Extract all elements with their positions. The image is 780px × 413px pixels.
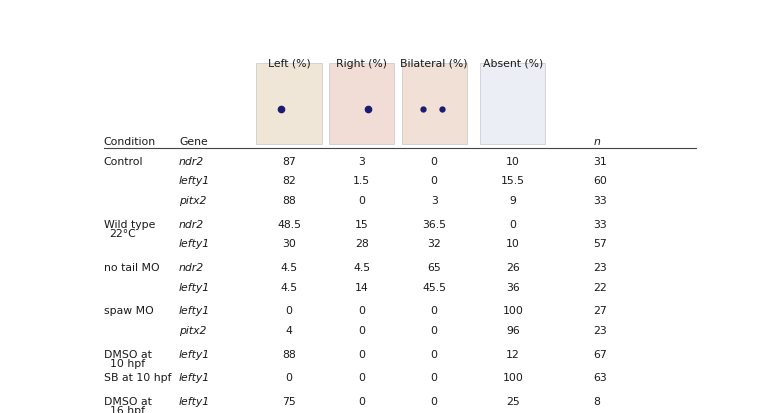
Text: 87: 87 — [282, 156, 296, 166]
Text: 33: 33 — [594, 219, 607, 229]
Text: pitx2: pitx2 — [179, 325, 207, 335]
Text: SB at 10 hpf: SB at 10 hpf — [104, 373, 171, 382]
Text: 4: 4 — [285, 325, 292, 335]
Text: 28: 28 — [355, 239, 368, 249]
Text: 22°C: 22°C — [109, 229, 136, 239]
Text: 0: 0 — [431, 396, 438, 406]
Text: 30: 30 — [282, 239, 296, 249]
Text: lefty1: lefty1 — [179, 282, 211, 292]
Text: 3: 3 — [431, 196, 438, 206]
Text: DMSO at: DMSO at — [104, 349, 151, 359]
Text: lefty1: lefty1 — [179, 306, 211, 316]
Text: 36.5: 36.5 — [422, 219, 446, 229]
Text: ndr2: ndr2 — [179, 156, 204, 166]
Text: 10: 10 — [506, 239, 519, 249]
Text: 0: 0 — [509, 219, 516, 229]
Text: 0: 0 — [431, 306, 438, 316]
Text: 27: 27 — [594, 306, 607, 316]
Text: 100: 100 — [502, 373, 523, 382]
Text: 33: 33 — [594, 196, 607, 206]
Text: Left (%): Left (%) — [268, 59, 310, 69]
Text: 57: 57 — [594, 239, 607, 249]
Text: 0: 0 — [431, 176, 438, 186]
Text: Control: Control — [104, 156, 143, 166]
Text: 63: 63 — [594, 373, 607, 382]
Text: 0: 0 — [285, 306, 292, 316]
Text: 0: 0 — [431, 156, 438, 166]
Text: 88: 88 — [282, 196, 296, 206]
Text: 0: 0 — [431, 349, 438, 359]
Text: 0: 0 — [358, 196, 365, 206]
Text: 4.5: 4.5 — [353, 262, 370, 273]
Text: 0: 0 — [358, 396, 365, 406]
Text: ndr2: ndr2 — [179, 219, 204, 229]
Text: 26: 26 — [506, 262, 519, 273]
Text: 0: 0 — [358, 349, 365, 359]
Text: 0: 0 — [358, 373, 365, 382]
Text: Wild type: Wild type — [104, 219, 155, 229]
Text: 0: 0 — [431, 373, 438, 382]
Text: 65: 65 — [427, 262, 441, 273]
Bar — [329, 64, 395, 145]
Text: lefty1: lefty1 — [179, 176, 211, 186]
Text: 0: 0 — [358, 325, 365, 335]
Text: 96: 96 — [506, 325, 519, 335]
Text: 10: 10 — [506, 156, 519, 166]
Bar — [257, 64, 322, 145]
Text: 60: 60 — [594, 176, 607, 186]
Text: 9: 9 — [509, 196, 516, 206]
Text: 8: 8 — [594, 396, 600, 406]
Text: 12: 12 — [506, 349, 519, 359]
Text: lefty1: lefty1 — [179, 373, 211, 382]
Text: 1.5: 1.5 — [353, 176, 370, 186]
Text: 25: 25 — [506, 396, 519, 406]
Text: 32: 32 — [427, 239, 441, 249]
Text: 48.5: 48.5 — [277, 219, 301, 229]
Text: 3: 3 — [358, 156, 365, 166]
Text: 67: 67 — [594, 349, 607, 359]
Text: pitx2: pitx2 — [179, 196, 207, 206]
Text: 0: 0 — [431, 325, 438, 335]
Text: 16 hpf: 16 hpf — [109, 406, 144, 413]
Text: lefty1: lefty1 — [179, 239, 211, 249]
Text: 0: 0 — [358, 306, 365, 316]
Text: Gene: Gene — [179, 137, 207, 147]
Text: lefty1: lefty1 — [179, 349, 211, 359]
Text: 100: 100 — [502, 306, 523, 316]
Text: 88: 88 — [282, 349, 296, 359]
Bar — [402, 64, 467, 145]
Text: no tail MO: no tail MO — [104, 262, 159, 273]
Text: 0: 0 — [285, 373, 292, 382]
Text: 4.5: 4.5 — [281, 262, 298, 273]
Text: Absent (%): Absent (%) — [483, 59, 543, 69]
Text: DMSO at: DMSO at — [104, 396, 151, 406]
Text: lefty1: lefty1 — [179, 396, 211, 406]
Text: 4.5: 4.5 — [281, 282, 298, 292]
Text: 31: 31 — [594, 156, 607, 166]
Text: 23: 23 — [594, 262, 607, 273]
Text: 36: 36 — [506, 282, 519, 292]
Text: 75: 75 — [282, 396, 296, 406]
Text: ndr2: ndr2 — [179, 262, 204, 273]
Text: spaw MO: spaw MO — [104, 306, 154, 316]
Bar — [480, 64, 545, 145]
Text: 15: 15 — [355, 219, 368, 229]
Text: Right (%): Right (%) — [336, 59, 387, 69]
Text: 10 hpf: 10 hpf — [109, 358, 145, 368]
Text: 14: 14 — [355, 282, 368, 292]
Text: 45.5: 45.5 — [422, 282, 446, 292]
Text: Bilateral (%): Bilateral (%) — [400, 59, 468, 69]
Text: 23: 23 — [594, 325, 607, 335]
Text: 82: 82 — [282, 176, 296, 186]
Text: 22: 22 — [594, 282, 607, 292]
Text: n: n — [594, 137, 600, 147]
Text: 15.5: 15.5 — [501, 176, 525, 186]
Text: Condition: Condition — [104, 137, 156, 147]
